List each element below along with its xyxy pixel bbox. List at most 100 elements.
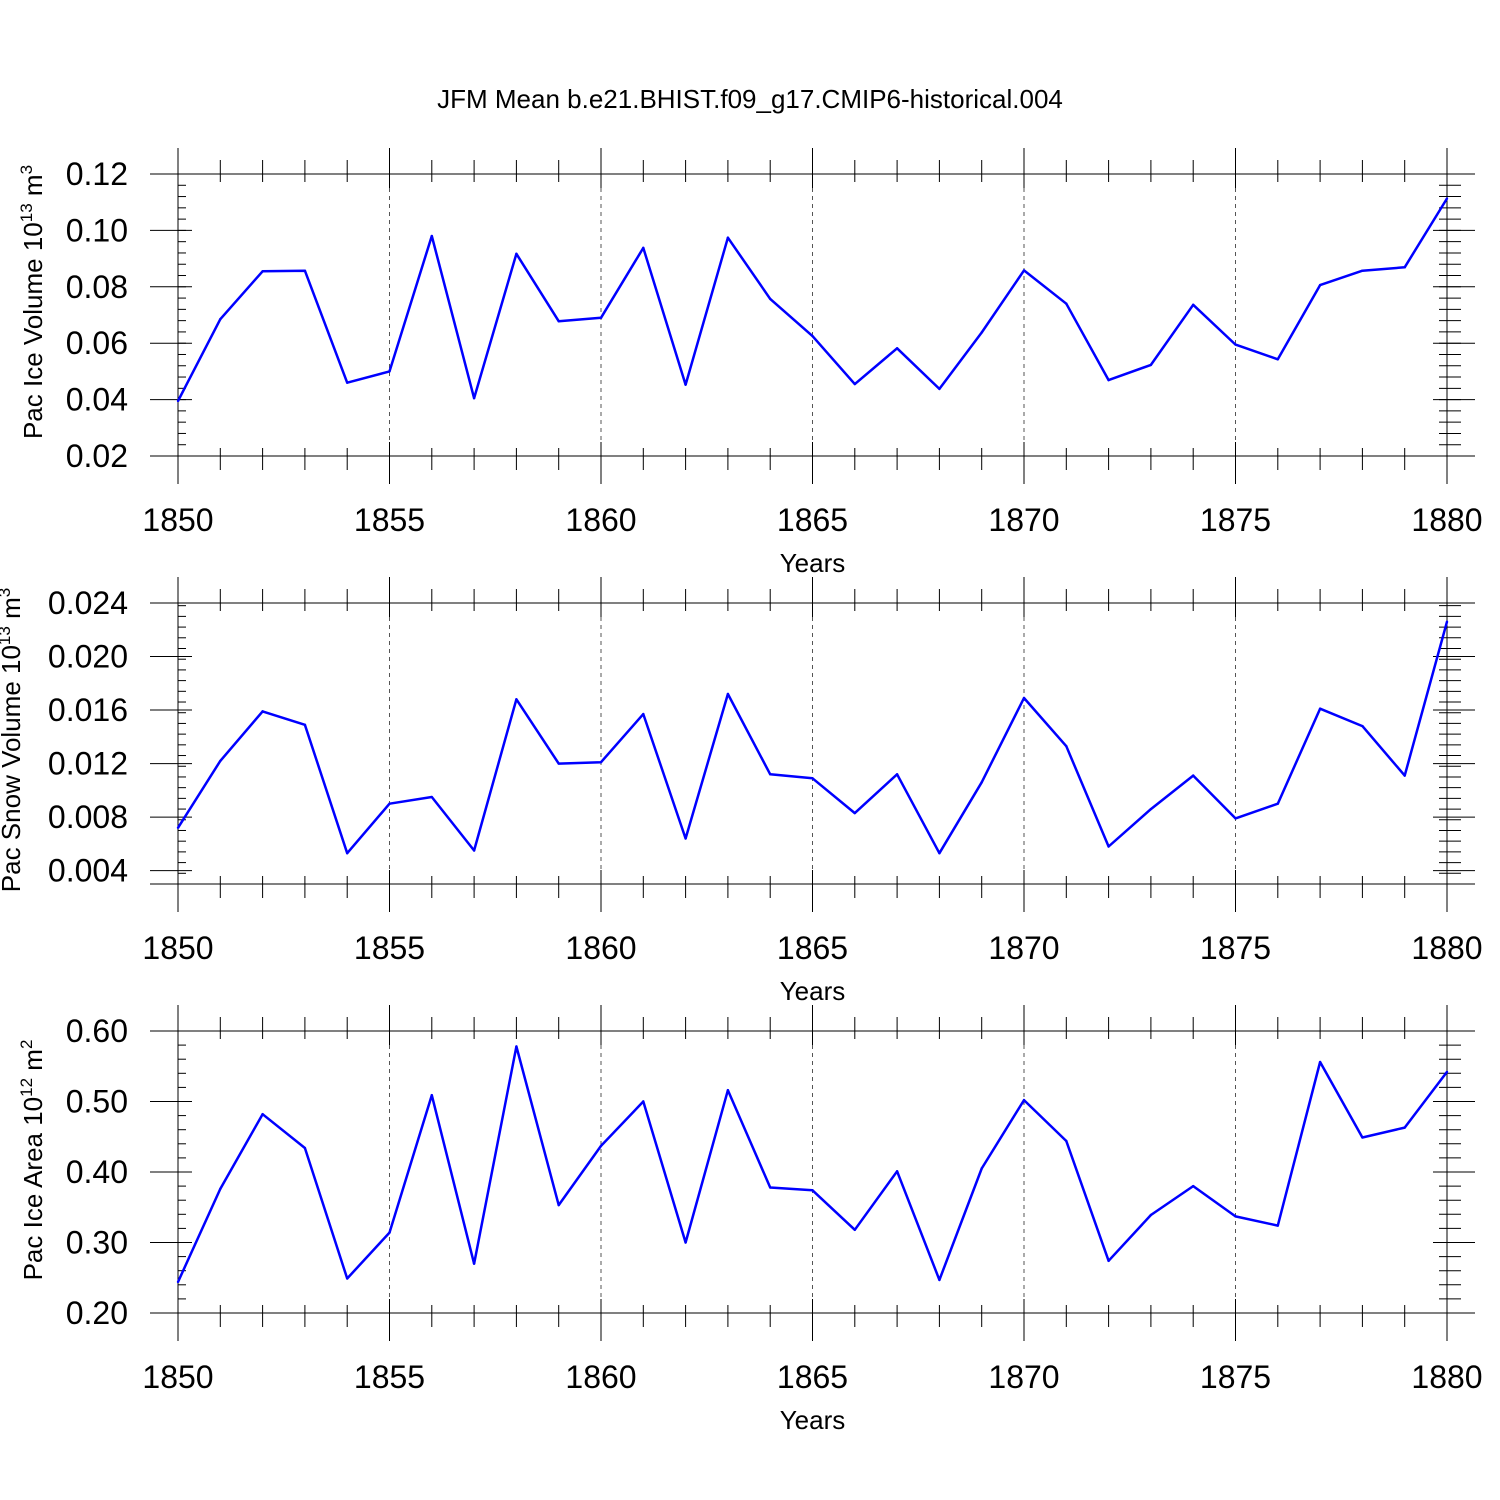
data-point <box>303 1146 307 1150</box>
data-point <box>388 370 391 373</box>
data-point <box>684 837 687 840</box>
data-point <box>515 1045 518 1048</box>
x-tick-label: 1850 <box>142 502 213 538</box>
data-point <box>980 1167 983 1170</box>
data-point <box>980 781 983 784</box>
panel-ice-area: 1850 1855 1860 1865 1870 1875 1880 0.20 0.30 0.40… <box>17 1005 1483 1435</box>
y-tick-label: 0.60 <box>66 1013 128 1049</box>
x-tick-label: 1865 <box>777 930 848 966</box>
x-tick-label: 1870 <box>988 930 1059 966</box>
data-point <box>599 316 603 320</box>
data-point <box>515 252 518 256</box>
data-point <box>938 387 941 391</box>
x-tick-label: 1880 <box>1411 502 1482 538</box>
y-tick-label: 0.20 <box>66 1295 128 1331</box>
data-point <box>684 1241 687 1244</box>
y-tick-label: 0.02 <box>66 438 128 474</box>
y-tick-label: 0.004 <box>48 853 128 889</box>
y-tick-label: 0.10 <box>66 212 128 248</box>
data-point <box>1318 707 1322 710</box>
data-point <box>261 1112 264 1116</box>
data-point <box>1234 343 1237 346</box>
data-point <box>1234 817 1237 820</box>
data-point <box>1276 802 1280 805</box>
data-point <box>1403 266 1406 269</box>
x-tick-label: 1875 <box>1200 1359 1271 1395</box>
y-axis-title-exponent: 13 <box>17 203 36 222</box>
x-axis-title: Years <box>780 1405 846 1435</box>
data-point <box>853 382 856 386</box>
data-point <box>176 1280 180 1284</box>
data-point <box>176 826 180 829</box>
data-point <box>853 811 856 815</box>
y-axis-title-unit-exponent: 3 <box>17 165 36 174</box>
x-tick-label: 1875 <box>1200 502 1271 538</box>
data-point <box>1107 378 1110 382</box>
y-tick-label: 0.012 <box>48 746 128 782</box>
data-point <box>811 334 814 338</box>
x-tick-label: 1880 <box>1411 930 1482 966</box>
data-point <box>388 802 391 805</box>
y-tick-label: 0.06 <box>66 325 128 361</box>
data-point <box>430 795 433 799</box>
data-point <box>261 270 264 273</box>
y-tick-label: 0.008 <box>48 799 128 835</box>
data-point <box>557 1203 560 1207</box>
data-point <box>938 852 941 855</box>
y-tick-label: 0.024 <box>48 585 128 621</box>
x-tick-label: 1855 <box>354 930 425 966</box>
y-tick-label: 0.016 <box>48 692 128 728</box>
y-axis-title-unit: m <box>18 1049 48 1078</box>
data-point <box>388 1231 391 1234</box>
data-point <box>642 246 645 250</box>
data-point <box>1445 620 1449 623</box>
data-point <box>1192 774 1195 777</box>
data-point <box>895 347 899 350</box>
data-point <box>1149 807 1153 811</box>
data-point <box>726 1089 730 1092</box>
x-tick-label: 1860 <box>565 930 636 966</box>
x-tick-label: 1850 <box>142 930 213 966</box>
data-point <box>769 297 772 301</box>
y-axis-title-main: Pac Ice Area 10 <box>18 1097 48 1281</box>
data-point <box>1403 1126 1406 1129</box>
x-axis-title: Years <box>780 548 846 578</box>
y-tick-label: 0.12 <box>66 156 128 192</box>
x-tick-label: 1870 <box>988 502 1059 538</box>
data-point <box>219 759 222 763</box>
data-point <box>1022 269 1026 272</box>
y-tick-label: 0.40 <box>66 1154 128 1190</box>
data-point <box>346 1277 349 1280</box>
data-point <box>1107 845 1110 848</box>
data-point <box>261 710 264 713</box>
data-point <box>1192 303 1195 307</box>
y-tick-label: 0.020 <box>48 639 128 675</box>
y-axis-title-main: Pac Ice Volume 10 <box>18 222 48 439</box>
data-point <box>642 712 645 716</box>
x-tick-label: 1875 <box>1200 930 1271 966</box>
data-point <box>515 698 518 701</box>
data-point <box>1361 1136 1364 1139</box>
y-axis-title: Pac Ice Volume 1013 m3 <box>17 165 48 439</box>
data-point <box>1065 1139 1068 1143</box>
y-axis-title-unit: m <box>18 174 48 203</box>
x-tick-label: 1855 <box>354 1359 425 1395</box>
data-point <box>811 1189 814 1192</box>
data-point <box>938 1278 941 1282</box>
y-axis-title-unit-exponent: 2 <box>17 1040 36 1049</box>
data-point <box>1318 283 1322 287</box>
x-tick-label: 1860 <box>565 502 636 538</box>
y-axis-title-exponent: 13 <box>0 626 14 645</box>
data-point <box>642 1100 645 1103</box>
data-point <box>895 1170 899 1173</box>
y-tick-label: 0.04 <box>66 382 128 418</box>
y-axis-title-unit: m <box>0 597 26 626</box>
y-tick-label: 0.50 <box>66 1084 128 1120</box>
data-point <box>811 777 814 780</box>
x-tick-label: 1850 <box>142 1359 213 1395</box>
data-point <box>1022 1098 1026 1102</box>
data-point <box>1403 774 1406 777</box>
x-tick-label: 1870 <box>988 1359 1059 1395</box>
data-point <box>853 1228 856 1232</box>
